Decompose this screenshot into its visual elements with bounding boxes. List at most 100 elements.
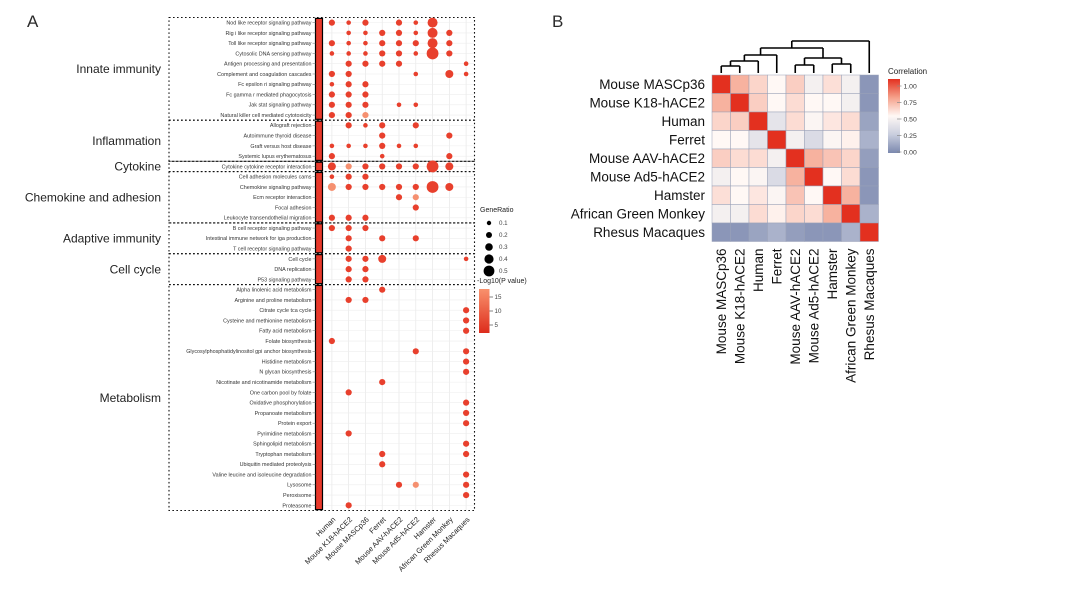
heatmap-cell [785, 185, 805, 205]
heatmap-cell [730, 185, 750, 205]
enrichment-dot [413, 51, 419, 56]
pathway-label: Lysosome [287, 483, 311, 489]
pathway-label: Natural killer cell mediated cytotoxicit… [220, 113, 311, 119]
enrichment-dot [329, 81, 335, 87]
pathway-label: Arginine and proline metabolism [234, 298, 312, 304]
heatmap-cell [859, 204, 879, 224]
heatmap-cell [841, 204, 861, 224]
enrichment-dot [379, 379, 386, 386]
enrichment-dot [362, 81, 369, 88]
enrichment-dot [463, 471, 470, 478]
section-box [168, 119, 476, 162]
enrichment-dot [345, 91, 352, 98]
enrichment-dot [329, 51, 335, 56]
section-box [168, 171, 476, 224]
heatmap-cell [841, 167, 861, 187]
heatmap-row-label: Hamster [654, 188, 706, 203]
heatmap-cell [767, 185, 787, 205]
enrichment-dot [362, 60, 369, 67]
heatmap-cell [748, 148, 768, 168]
legend-size-label: 0.3 [499, 244, 508, 251]
heatmap-col-label: Mouse MASCp36 [714, 249, 729, 355]
heatmap-cell [785, 111, 805, 131]
legend-size-dot [485, 243, 493, 251]
enrichment-dot [412, 235, 419, 242]
heatmap-cell [822, 167, 842, 187]
pathway-label: Cytosolic DNA sensing pathway [235, 51, 311, 57]
enrichment-dot [345, 255, 352, 262]
enrichment-dot [363, 40, 368, 46]
panel-a-label: A [27, 12, 39, 31]
heatmap-cell [822, 130, 842, 150]
panel-b-label: B [552, 12, 563, 31]
heatmap-row-label: Human [661, 114, 705, 129]
enrichment-dot [446, 29, 453, 37]
pathway-label: Complement and coagulation cascades [217, 72, 312, 78]
enrichment-dot [412, 122, 419, 129]
pathway-label: Citrate cycle tca cycle [259, 308, 311, 314]
enrichment-dot [413, 71, 419, 77]
enrichment-dot [328, 224, 335, 232]
enrichment-dot [345, 389, 352, 396]
enrichment-dot [463, 256, 469, 262]
enrichment-dot [446, 40, 453, 47]
enrichment-dot [362, 183, 369, 191]
enrichment-dot [328, 19, 335, 26]
heatmap-cell [785, 130, 805, 150]
enrichment-dot [345, 101, 352, 108]
legend-size-label: 0.1 [499, 220, 508, 227]
enrichment-dot [379, 60, 386, 67]
enrichment-dot [363, 30, 368, 36]
heatmap-cell [822, 204, 842, 224]
heatmap-cell [841, 222, 861, 242]
enrichment-dot [362, 163, 369, 170]
pathway-label: Systemic lupus erythematosus [238, 154, 311, 160]
heatmap-cell [822, 111, 842, 131]
enrichment-dot [328, 111, 335, 119]
enrichment-dot [328, 70, 335, 78]
enrichment-dot [426, 47, 439, 60]
enrichment-dot [412, 183, 419, 191]
heatmap-col-label: Mouse K18-hACE2 [732, 249, 747, 365]
heatmap-cell [822, 74, 842, 94]
enrichment-dot [346, 30, 351, 36]
pathway-label: Sphingolipid metabolism [253, 442, 312, 448]
enrichment-dot [413, 102, 419, 108]
pathway-label: N glycan biosynthesis [259, 370, 311, 376]
enrichment-dot [445, 69, 454, 78]
enrichment-dot [379, 163, 386, 170]
enrichment-dot [362, 224, 369, 232]
heatmap-cell [730, 93, 750, 113]
enrichment-dot [379, 286, 386, 293]
legend-correlation-tick-label: 0.25 [904, 133, 917, 140]
enrichment-dot [395, 481, 403, 488]
heatmap-cell [859, 74, 879, 94]
heatmap-cell [730, 222, 750, 242]
enrichment-dot [463, 317, 470, 324]
enrichment-dot [379, 29, 386, 37]
enrichment-dot [362, 91, 369, 98]
legend-correlation-bar [888, 79, 900, 153]
legend-correlation-tick-label: 1.00 [904, 83, 917, 90]
heatmap-col-label: Mouse Ad5-hACE2 [806, 249, 821, 364]
enrichment-dot [379, 153, 385, 159]
pathway-label: Leukocyte transendothelial migration [224, 216, 312, 222]
legend-size-label: 0.2 [499, 232, 508, 239]
heatmap-cell [785, 148, 805, 168]
pathway-label: Cell cycle [288, 257, 311, 263]
category-strip [314, 284, 324, 511]
enrichment-dot [328, 40, 335, 47]
enrichment-dot [463, 368, 470, 375]
legend-pvalue-tick-label: 10 [495, 308, 502, 315]
enrichment-dot [463, 440, 470, 447]
legend-correlation-tick-label: 0.50 [904, 116, 917, 123]
heatmap-cell [804, 148, 824, 168]
enrichment-dot [395, 194, 403, 201]
heatmap-cell [785, 167, 805, 187]
enrichment-dot [412, 348, 419, 355]
category-strip [314, 120, 324, 161]
heatmap-cell [748, 74, 768, 94]
category-strip [314, 223, 324, 254]
enrichment-dot [328, 337, 335, 345]
